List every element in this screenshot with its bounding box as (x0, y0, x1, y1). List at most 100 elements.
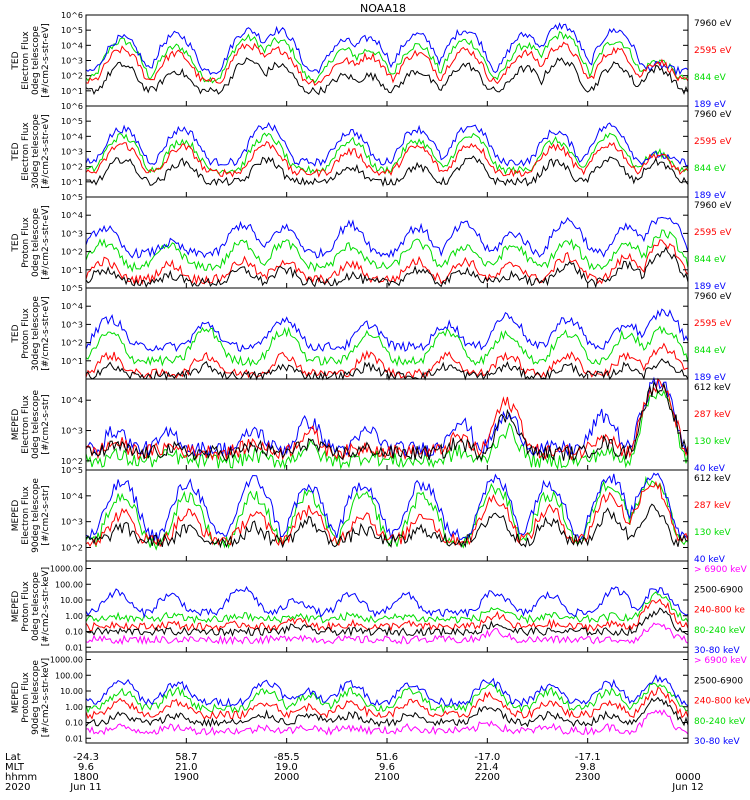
y-axis-label-line: Proton Flux (21, 672, 31, 723)
y-axis-label: MEPED Proton Flux 0deg telescope [#/cm2-s-s… (11, 567, 51, 646)
y-tick-label: 10^4 (61, 492, 83, 501)
legend-entry: 189 eV (694, 100, 727, 110)
series-blue (85, 121, 689, 167)
y-tick-label: 0.10 (65, 628, 83, 637)
y-axis-label-line: Proton Flux (21, 581, 31, 632)
y-axis-label-line: MEPED (11, 500, 21, 532)
series-black (85, 696, 689, 728)
y-tick-label: 10^2 (61, 543, 83, 552)
y-axis-label-line: MEPED (11, 409, 21, 441)
y-axis-label-line: Proton Flux (21, 217, 31, 268)
series-black (85, 57, 689, 96)
y-axis-label-line: [#/cm2-s-str] (41, 485, 51, 545)
y-tick-label: 10^4 (61, 302, 83, 311)
y-tick-label: 100.00 (55, 580, 83, 589)
legend-entry: 40 keV (694, 464, 726, 474)
x-tick-label-lat: -85.5 (274, 752, 300, 763)
series-green (85, 132, 689, 175)
y-axis-label-line: 0deg telescope (31, 26, 41, 96)
y-tick-label: 1000.00 (50, 656, 83, 665)
y-tick-label: 100.00 (55, 671, 83, 680)
legend-entry: 40 keV (694, 555, 726, 565)
legend-entry: 612 keV (694, 474, 731, 484)
legend-entry: 240-800 keV (694, 697, 750, 707)
series-blue (85, 308, 689, 353)
legend-entry: 2500-6900 (694, 676, 743, 686)
y-tick-label: 10^1 (61, 357, 83, 366)
x-tick-label-hhmm: 1800 (73, 772, 98, 783)
y-tick-label: 10.00 (60, 687, 83, 696)
legend-entry: 844 eV (694, 73, 727, 83)
series-blue (85, 376, 689, 458)
y-axis-label-line: 90deg telescope (31, 478, 41, 553)
series-red (85, 41, 689, 87)
panel-2: 10^1 10^2 10^3 10^4 10^5 10^6 TED Electron Flux… (11, 102, 732, 201)
y-axis-label-line: TED (11, 142, 21, 161)
series-red (85, 687, 689, 720)
legend-entry: 2595 eV (694, 228, 732, 238)
y-tick-label: 10^6 (61, 11, 83, 20)
legend-entry: 7960 eV (694, 292, 732, 302)
y-tick-label: 10^3 (61, 427, 83, 436)
x-tick-label-lat: -17.0 (474, 752, 500, 763)
y-tick-label: 10^4 (61, 132, 83, 141)
legend-entry: 189 eV (694, 282, 727, 292)
y-axis-label-line: [#/cm2-s-str-keV] (41, 567, 51, 646)
y-axis-label-line: 0deg telescope (31, 208, 41, 278)
series-red (85, 378, 689, 461)
y-axis-label: TED Proton Flux 30deg telescope [#/cm2-s-st… (11, 296, 51, 371)
y-tick-label: 10^2 (61, 163, 83, 172)
panel-3: 10^1 10^2 10^3 10^4 10^5 TED Proton Flux 0deg t… (11, 193, 732, 292)
y-tick-label: 10^5 (61, 117, 83, 126)
y-tick-label: 10^4 (61, 396, 83, 405)
panel-frame (85, 651, 689, 744)
panel-1: 10^1 10^2 10^3 10^4 10^5 10^6 TED Electron Flux… (11, 11, 732, 110)
series-blue (85, 22, 689, 77)
x-tick-label-lat: -17.1 (575, 752, 601, 763)
legend-entry: 612 keV (694, 383, 731, 393)
x-tick-label-hhmm: 2000 (274, 772, 299, 783)
y-tick-label: 10^2 (61, 339, 83, 348)
legend-entry: 2595 eV (694, 46, 732, 56)
x-row-label: 2020 (5, 782, 30, 793)
y-axis-label: MEPED Electron Flux 0deg telescope [#/cm2-s… (11, 390, 51, 460)
y-axis-label-line: TED (11, 324, 21, 343)
legend-entry: 7960 eV (694, 110, 732, 120)
series-green (85, 475, 689, 551)
x-row-label: Lat (5, 752, 21, 763)
y-tick-label: 0.10 (65, 719, 83, 728)
y-tick-label: 10^2 (61, 457, 83, 466)
series-red (85, 239, 689, 286)
y-tick-label: 10^5 (61, 193, 83, 202)
panel-frame (85, 196, 689, 289)
y-tick-label: 10^1 (61, 87, 83, 96)
series-blue (85, 216, 689, 259)
series-blue (85, 674, 689, 708)
x-tick-label-hhmm: 1900 (174, 772, 199, 783)
series-green (85, 229, 689, 273)
legend-entry: 287 keV (694, 410, 731, 420)
x-tick-label-hhmm: 0000 (675, 772, 700, 783)
y-tick-label: 0.01 (65, 734, 83, 743)
x-tick-label-mlt: 9.6 (78, 762, 94, 773)
y-axis-label-line: Electron Flux (21, 122, 31, 181)
x-tick-label-date: Jun 12 (671, 782, 704, 793)
y-tick-label: 10^2 (61, 248, 83, 257)
panel-6: 10^2 10^3 10^4 10^5 MEPED Electron Flux 90deg … (11, 466, 731, 565)
series-red (85, 141, 689, 178)
series-blue (85, 585, 689, 619)
legend-entry: 844 eV (694, 255, 727, 265)
y-axis-label-line: 0deg telescope (31, 572, 41, 642)
legend-entry: 80-240 keV (694, 717, 746, 727)
x-tick-label-mlt: 21.0 (175, 762, 197, 773)
y-axis-label-line: TED (11, 233, 21, 252)
y-axis-label-line: TED (11, 51, 21, 70)
legend-entry: 2595 eV (694, 137, 732, 147)
y-tick-label: 10^6 (61, 102, 83, 111)
y-tick-label: 10^1 (61, 266, 83, 275)
y-tick-label: 10^3 (61, 320, 83, 329)
legend-entry: 189 eV (694, 191, 727, 201)
